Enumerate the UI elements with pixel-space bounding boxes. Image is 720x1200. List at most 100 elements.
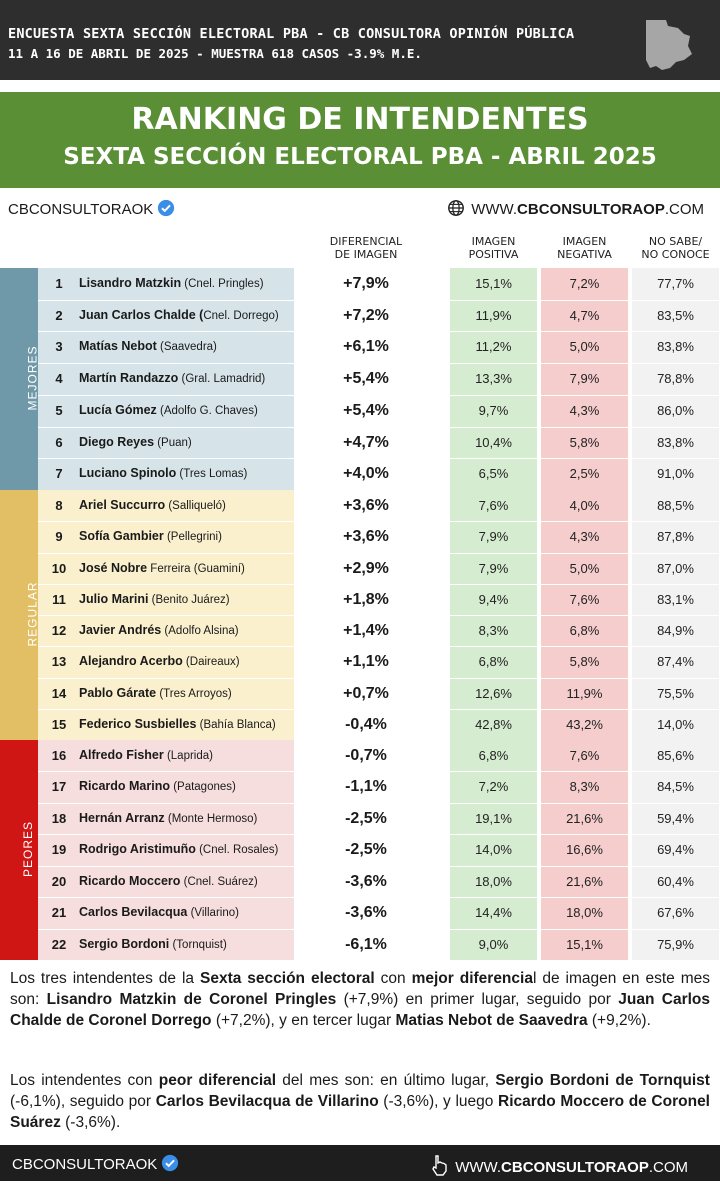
rank-number: 13 bbox=[51, 654, 67, 670]
negative-image-value: 7,9% bbox=[541, 363, 628, 395]
row-divider bbox=[38, 897, 720, 899]
ranking-subtitle: SEXTA SECCIÓN ELECTORAL PBA - ABRIL 2025 bbox=[63, 144, 657, 170]
row-divider bbox=[38, 426, 720, 428]
summary-text-fragment: con bbox=[374, 970, 412, 987]
mayor-name-text: Matías Nebot bbox=[79, 339, 157, 354]
table-row: 1 Lisandro Matzkin (Cnel. Pringles) +7,9% 1… bbox=[0, 268, 720, 300]
unknown-value: 78,8% bbox=[632, 363, 719, 395]
footer-website-link[interactable]: WWW.CBCONSULTORAOP.COM bbox=[429, 1154, 688, 1176]
mayor-name: Lisandro Matzkin (Cnel. Pringles) bbox=[79, 268, 264, 301]
summary-text-fragment: peor diferencial bbox=[158, 1072, 277, 1089]
mayor-city: (Benito Juárez) bbox=[148, 593, 230, 606]
table-row: 8 Ariel Succurro (Salliqueló) +3,6% 7,6% 4,0… bbox=[0, 490, 720, 522]
table-row: 2 Juan Carlos Chalde (Cnel. Dorrego) +7,2%… bbox=[0, 299, 720, 333]
positive-image-value: 11,9% bbox=[450, 299, 537, 332]
mayor-name: Julio Marini (Benito Juárez) bbox=[79, 584, 230, 616]
mayor-name: Martín Randazzo (Gral. Lamadrid) bbox=[79, 363, 265, 396]
col-header-unknown: NO SABE/ NO CONOCE bbox=[632, 235, 719, 261]
positive-image-value: 7,2% bbox=[450, 771, 537, 803]
mayor-name-text: Julio Marini bbox=[79, 591, 149, 606]
table-row: 12 Javier Andrés (Adolfo Alsina) +1,4% 8,3%… bbox=[0, 615, 720, 647]
row-divider bbox=[38, 677, 720, 679]
survey-title: ENCUESTA SEXTA SECCIÓN ELECTORAL PBA - C… bbox=[8, 26, 575, 42]
summary-text-fragment: Matias Nebot de Saavedra bbox=[395, 1012, 588, 1029]
image-differential: -2,5% bbox=[345, 841, 387, 859]
col-header-negative-l2: NEGATIVA bbox=[557, 248, 612, 261]
unknown-value: 86,0% bbox=[632, 394, 719, 427]
image-differential: +7,9% bbox=[343, 275, 389, 292]
mayor-name: Luciano Spinolo (Tres Lomas) bbox=[79, 458, 247, 491]
summary-text-fragment: l de imagen en este mes son: bbox=[10, 970, 710, 1008]
website-name: CBCONSULTORAOP bbox=[517, 201, 665, 218]
mayor-name-text: Ricardo Moccero bbox=[79, 873, 181, 888]
unknown-value: 85,6% bbox=[632, 740, 719, 772]
mayor-name: Ricardo Moccero (Cnel. Suárez) bbox=[79, 866, 258, 898]
negative-image-value: 5,0% bbox=[541, 552, 628, 584]
mayor-city: (Bahía Blanca) bbox=[196, 718, 276, 731]
positive-image-value: 14,0% bbox=[450, 834, 537, 866]
row-divider bbox=[38, 646, 720, 648]
table-row: 4 Martín Randazzo (Gral. Lamadrid) +5,4% 13… bbox=[0, 363, 720, 395]
mayor-name: Hernán Arranz (Monte Hermoso) bbox=[79, 803, 257, 835]
footer-website-name: CBCONSULTORAOP bbox=[501, 1159, 649, 1176]
rank-number: 14 bbox=[51, 685, 67, 701]
negative-image-value: 2,5% bbox=[541, 458, 628, 490]
image-differential: +1,8% bbox=[343, 590, 389, 608]
image-differential: -1,1% bbox=[345, 778, 387, 796]
image-differential: +6,1% bbox=[343, 338, 389, 356]
col-header-positive-l1: IMAGEN bbox=[471, 235, 516, 248]
col-header-positive: IMAGEN POSITIVA bbox=[450, 235, 537, 261]
mayor-city: Cnel. Dorrego) bbox=[203, 309, 279, 322]
mayor-city: (Gral. Lamadrid) bbox=[178, 373, 266, 386]
summary-text-fragment: Sergio Bordoni de Tornquist bbox=[495, 1072, 710, 1089]
unknown-value: 75,9% bbox=[632, 928, 719, 960]
social-handle: CBCONSULTORAOK bbox=[8, 199, 175, 218]
mayor-name-text: Rodrigo Aristimuño bbox=[79, 842, 196, 857]
survey-details: 11 A 16 DE ABRIL DE 2025 - MUESTRA 618 C… bbox=[8, 46, 422, 61]
mayor-name: Alfredo Fisher (Laprida) bbox=[79, 740, 213, 772]
survey-header: ENCUESTA SEXTA SECCIÓN ELECTORAL PBA - C… bbox=[0, 0, 720, 80]
mayor-name-text: Alfredo Fisher bbox=[79, 748, 164, 762]
mayor-city: (Laprida) bbox=[163, 750, 213, 762]
negative-image-value: 21,6% bbox=[541, 802, 628, 835]
mayor-name: Juan Carlos Chalde (Cnel. Dorrego) bbox=[79, 300, 279, 333]
mayor-name: Alejandro Acerbo (Daireaux) bbox=[79, 646, 240, 678]
table-row: 13 Alejandro Acerbo (Daireaux) +1,1% 6,8% 5,… bbox=[0, 646, 720, 678]
image-differential: +2,9% bbox=[343, 559, 389, 577]
col-header-diff-l1: DIFERENCIAL bbox=[329, 235, 403, 248]
positive-image-value: 42,8% bbox=[450, 708, 537, 740]
table-row: 14 Pablo Gárate (Tres Arroyos) +0,7% 12,6% 1… bbox=[0, 677, 720, 709]
unknown-value: 83,1% bbox=[632, 583, 719, 615]
mayor-name: Matías Nebot (Saavedra) bbox=[79, 331, 217, 364]
rank-number: 18 bbox=[51, 810, 67, 826]
image-differential: -0,7% bbox=[345, 747, 387, 764]
mayor-name-text: José Nobre bbox=[79, 560, 148, 575]
negative-image-value: 6,8% bbox=[541, 615, 628, 647]
table-row: 17 Ricardo Marino (Patagones) -1,1% 7,2% 8,3… bbox=[0, 771, 720, 803]
image-differential: +3,6% bbox=[343, 497, 389, 514]
unknown-value: 77,7% bbox=[632, 268, 719, 300]
unknown-value: 83,8% bbox=[632, 426, 719, 459]
col-header-unknown-l2: NO CONOCE bbox=[641, 248, 710, 261]
unknown-value: 87,8% bbox=[632, 521, 719, 553]
footer-handle: CBCONSULTORAOK bbox=[12, 1154, 179, 1173]
mayor-name-text: Diego Reyes bbox=[79, 434, 155, 449]
rank-number: 1 bbox=[55, 276, 63, 291]
positive-image-value: 8,3% bbox=[450, 615, 537, 647]
unknown-value: 84,9% bbox=[632, 615, 719, 647]
summary-text-fragment: Lisandro Matzkin de Coronel Pringles bbox=[46, 991, 337, 1008]
negative-image-value: 15,1% bbox=[541, 928, 628, 960]
image-differential: -2,5% bbox=[345, 809, 387, 827]
website-link[interactable]: WWW.CBCONSULTORAOP.COM bbox=[447, 199, 704, 218]
image-differential: +5,4% bbox=[343, 370, 389, 388]
rank-number: 6 bbox=[55, 434, 63, 450]
mayor-name-text: Javier Andrés bbox=[79, 623, 162, 637]
positive-image-value: 7,9% bbox=[450, 552, 537, 584]
negative-image-value: 16,6% bbox=[541, 834, 628, 866]
image-differential: +4,0% bbox=[343, 465, 389, 483]
summary-text-fragment: mejor diferencia bbox=[411, 970, 533, 987]
rank-number: 15 bbox=[51, 716, 67, 732]
unknown-value: 88,5% bbox=[632, 490, 719, 522]
summary-text-fragment: (-6,1%), seguido por bbox=[10, 1093, 156, 1110]
row-divider bbox=[38, 363, 720, 365]
